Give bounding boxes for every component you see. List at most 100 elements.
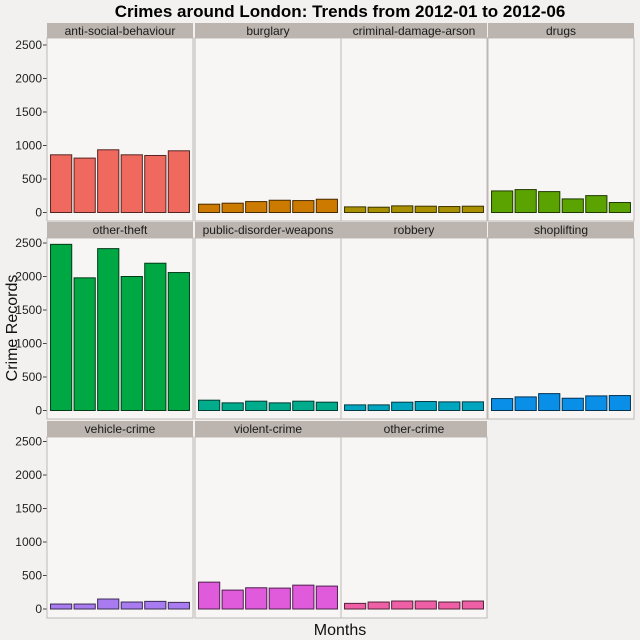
bar-other-crime-2012-06 [461, 600, 484, 610]
facet-panel: public-disorder-weapons [194, 222, 342, 420]
bar-anti-social-behaviour-2012-03 [97, 149, 120, 213]
facet-strip-label: anti-social-behaviour [65, 24, 176, 38]
panel-background [340, 436, 488, 619]
bar-other-crime-2012-03 [391, 600, 414, 610]
bar-anti-social-behaviour-2012-01 [50, 154, 73, 214]
bar-robbery-2012-01 [344, 404, 367, 412]
facet-strip [488, 222, 634, 238]
y-tick-label: 0 [35, 404, 42, 418]
facet-strip [341, 421, 487, 437]
bar-anti-social-behaviour-2012-04 [120, 154, 143, 214]
bar-public-disorder-weapons-2012-05 [292, 400, 315, 412]
y-tick-label: 2000 [15, 270, 42, 284]
bar-drugs-2012-04 [561, 198, 584, 214]
facet-strip [195, 421, 341, 437]
bar-other-theft-2012-02 [73, 277, 96, 411]
bar-vehicle-crime-2012-06 [167, 601, 190, 610]
bar-vehicle-crime-2012-02 [73, 603, 96, 610]
bar-robbery-2012-06 [461, 401, 484, 411]
y-tick-label: 1000 [15, 139, 42, 153]
bar-anti-social-behaviour-2012-05 [144, 154, 167, 213]
chart-title: Crimes around London: Trends from 2012-0… [115, 2, 566, 21]
y-tick-label: 1500 [15, 502, 42, 516]
bar-violent-crime-2012-02 [221, 589, 244, 610]
bar-criminal-damage-arson-2012-05 [438, 206, 461, 214]
facet-panel: violent-crime [194, 421, 342, 619]
y-tick-label: 1500 [15, 303, 42, 317]
facet-panel: criminal-damage-arson [340, 23, 488, 222]
facet-strip-label: robbery [394, 223, 435, 237]
y-tick-label: 2500 [15, 236, 42, 250]
panel-background [194, 37, 342, 222]
bar-shoplifting-2012-06 [608, 395, 631, 411]
bar-shoplifting-2012-03 [538, 393, 561, 411]
bar-shoplifting-2012-04 [561, 397, 584, 412]
bar-anti-social-behaviour-2012-06 [167, 150, 190, 213]
bar-robbery-2012-02 [367, 404, 390, 412]
bar-vehicle-crime-2012-03 [97, 598, 120, 610]
facet-strip-label: burglary [246, 24, 289, 38]
bar-burglary-2012-02 [221, 202, 244, 213]
bar-burglary-2012-06 [315, 198, 338, 213]
bar-shoplifting-2012-02 [514, 396, 537, 411]
bar-burglary-2012-01 [198, 203, 221, 214]
facet-panel: vehicle-crime [46, 421, 194, 619]
bar-criminal-damage-arson-2012-06 [461, 205, 484, 213]
bar-criminal-damage-arson-2012-01 [344, 206, 367, 213]
y-tick-label: 500 [22, 172, 42, 186]
bar-violent-crime-2012-01 [198, 581, 221, 610]
y-tick-label: 2500 [15, 38, 42, 52]
bar-criminal-damage-arson-2012-04 [414, 205, 437, 213]
bar-other-theft-2012-01 [50, 243, 73, 411]
y-tick-label: 1500 [15, 105, 42, 119]
bar-drugs-2012-02 [514, 189, 537, 213]
bar-other-crime-2012-01 [344, 602, 367, 610]
bar-other-crime-2012-04 [414, 600, 437, 610]
bar-violent-crime-2012-06 [315, 585, 338, 610]
bar-criminal-damage-arson-2012-02 [367, 206, 390, 214]
facet-strip [488, 23, 634, 38]
facet-strip [341, 23, 487, 38]
bar-shoplifting-2012-05 [585, 395, 608, 412]
bar-drugs-2012-05 [585, 195, 608, 213]
x-axis-label: Months [314, 622, 366, 639]
panel-background [46, 436, 194, 619]
bar-robbery-2012-05 [438, 401, 461, 411]
y-tick-label: 500 [22, 569, 42, 583]
facet-strip [47, 222, 193, 238]
facet-strip [47, 421, 193, 437]
bar-public-disorder-weapons-2012-06 [315, 401, 338, 411]
y-tick-label: 2000 [15, 72, 42, 86]
facet-strip [195, 23, 341, 38]
facet-strip [341, 222, 487, 238]
bar-other-theft-2012-03 [97, 248, 120, 411]
panel-background [487, 237, 635, 420]
facet-strip-label: shoplifting [534, 223, 588, 237]
y-tick-label: 500 [22, 370, 42, 384]
y-tick-label: 1000 [15, 337, 42, 351]
panel-background [340, 37, 488, 222]
bar-other-theft-2012-06 [167, 272, 190, 411]
bar-other-theft-2012-04 [120, 276, 143, 411]
facet-panel: other-crime [340, 421, 488, 619]
facet-panel: robbery [340, 222, 488, 420]
facet-panel: shoplifting [487, 222, 635, 420]
bar-public-disorder-weapons-2012-01 [198, 399, 221, 412]
bar-drugs-2012-01 [491, 190, 514, 213]
bar-burglary-2012-05 [292, 200, 315, 214]
bar-public-disorder-weapons-2012-02 [221, 402, 244, 411]
facet-strip-label: violent-crime [234, 422, 302, 436]
facet-strip-label: vehicle-crime [85, 422, 156, 436]
facet-strip-label: other-theft [93, 223, 148, 237]
y-tick-label: 2500 [15, 435, 42, 449]
y-tick-label: 1000 [15, 535, 42, 549]
facet-strip-label: criminal-damage-arson [353, 24, 476, 38]
facet-strip-label: drugs [546, 24, 576, 38]
bar-vehicle-crime-2012-05 [144, 600, 167, 610]
y-tick-label: 0 [35, 206, 42, 220]
bar-public-disorder-weapons-2012-04 [268, 402, 291, 411]
bar-drugs-2012-03 [538, 191, 561, 213]
bar-drugs-2012-06 [608, 202, 631, 213]
facet-strip-label: public-disorder-weapons [203, 223, 334, 237]
